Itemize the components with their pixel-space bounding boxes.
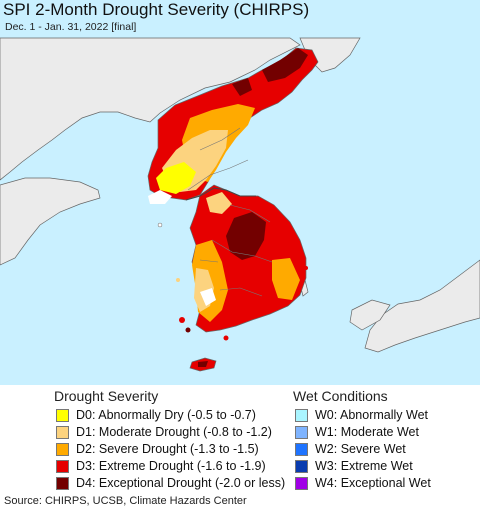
- legend-label-w1: W1: Moderate Wet: [315, 425, 419, 439]
- legend-label-w4: W4: Exceptional Wet: [315, 476, 431, 490]
- legend-label-d4: D4: Exceptional Drought (-2.0 or less): [76, 476, 286, 490]
- japan-kyushu: [349, 299, 391, 331]
- legend-swatch-w1: [295, 426, 308, 439]
- island-5: [304, 266, 308, 270]
- china-land-north: [0, 37, 301, 181]
- legend-label-w3: W3: Extreme Wet: [315, 459, 413, 473]
- map-title: SPI 2-Month Drought Severity (CHIRPS): [3, 0, 310, 19]
- legend-swatch-d1: [56, 426, 69, 439]
- legend-swatch-d2: [56, 443, 69, 456]
- nk-white: [148, 190, 172, 204]
- nk-exceptional-2: [232, 78, 252, 96]
- wet-legend: Wet Conditions W0: Abnormally Wet W1: Mo…: [290, 388, 480, 492]
- china-land-shandong: [0, 177, 101, 266]
- map-subtitle: Dec. 1 - Jan. 31, 2022 [final]: [5, 21, 137, 33]
- legend-label-w0: W0: Abnormally Wet: [315, 408, 429, 422]
- dmz-border: [185, 187, 256, 201]
- drought-legend: Drought Severity D0: Abnormally Dry (-0.…: [0, 388, 290, 492]
- legend-swatch-w4: [295, 477, 308, 490]
- source-credit: Source: CHIRPS, UCSB, Climate Hazards Ce…: [4, 495, 247, 507]
- legend-swatch-w2: [295, 443, 308, 456]
- island-6: [157, 222, 163, 228]
- wet-legend-heading: Wet Conditions: [293, 388, 388, 404]
- legend-swatch-w3: [295, 460, 308, 473]
- province-lines: [187, 127, 273, 297]
- sk-moderate-ne: [206, 192, 232, 214]
- legend-label-d3: D3: Extreme Drought (-1.6 to -1.9): [76, 459, 266, 473]
- island-1: [179, 317, 185, 323]
- sk-exceptional: [226, 212, 266, 260]
- legend-label-d0: D0: Abnormally Dry (-0.5 to -0.7): [76, 408, 256, 422]
- legend-swatch-d3: [56, 460, 69, 473]
- drought-map: [0, 0, 480, 385]
- legend-swatch-w0: [295, 409, 308, 422]
- island-4: [176, 278, 180, 282]
- sk-white-sw: [200, 288, 216, 306]
- legend-label-d1: D1: Moderate Drought (-0.8 to -1.2): [76, 425, 272, 439]
- island-3: [223, 335, 229, 341]
- nk-dry: [156, 162, 196, 194]
- sk-orange-east: [272, 258, 300, 300]
- japan-land: [364, 259, 480, 353]
- nk-exceptional-1: [262, 48, 308, 82]
- drought-legend-heading: Drought Severity: [54, 388, 159, 404]
- jeju-exceptional: [198, 361, 208, 367]
- island-2: [185, 327, 191, 333]
- legend-swatch-d4: [56, 477, 69, 490]
- legend-label-w2: W2: Severe Wet: [315, 442, 406, 456]
- legend-label-d2: D2: Severe Drought (-1.3 to -1.5): [76, 442, 259, 456]
- legend-swatch-d0: [56, 409, 69, 422]
